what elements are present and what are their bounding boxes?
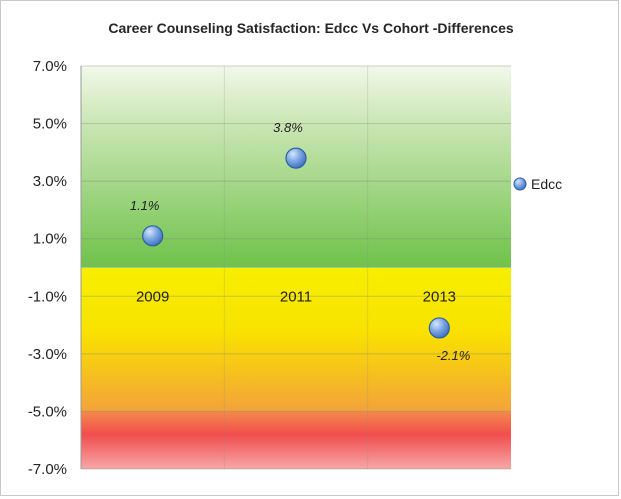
y-tick-label: 7.0% xyxy=(33,58,67,75)
y-tick-label: -3.0% xyxy=(28,346,67,363)
legend: Edcc xyxy=(513,176,562,192)
band-2 xyxy=(81,411,511,469)
legend-label: Edcc xyxy=(531,176,562,192)
band-1 xyxy=(81,267,511,412)
chart-title: Career Counseling Satisfaction: Edcc Vs … xyxy=(108,20,514,36)
y-tick-label: 5.0% xyxy=(33,116,67,133)
data-labels: 1.1% 3.8% -2.1% xyxy=(130,120,470,363)
data-points xyxy=(142,147,450,339)
y-tick-label: -1.0% xyxy=(28,288,67,305)
x-axis-ticks: 2009 2011 2013 xyxy=(136,289,456,306)
y-tick-label: 1.0% xyxy=(33,231,67,248)
y-tick-label: -5.0% xyxy=(28,403,67,420)
data-label: -2.1% xyxy=(436,348,470,363)
data-label: 3.8% xyxy=(273,120,303,135)
legend-marker xyxy=(513,177,527,191)
data-label: 1.1% xyxy=(130,198,160,213)
gridlines xyxy=(80,65,511,470)
x-tick-label: 2011 xyxy=(280,289,312,306)
x-tick-label: 2013 xyxy=(423,289,456,306)
y-axis-ticks: 7.0% 5.0% 3.0% 1.0% -1.0% -3.0% -5.0% -7.0% xyxy=(28,58,67,478)
data-point xyxy=(142,225,164,247)
data-point xyxy=(428,317,450,339)
y-tick-label: 3.0% xyxy=(33,173,67,190)
data-point xyxy=(285,147,307,169)
y-tick-label: -7.0% xyxy=(28,461,67,478)
x-tick-label: 2009 xyxy=(136,289,169,306)
